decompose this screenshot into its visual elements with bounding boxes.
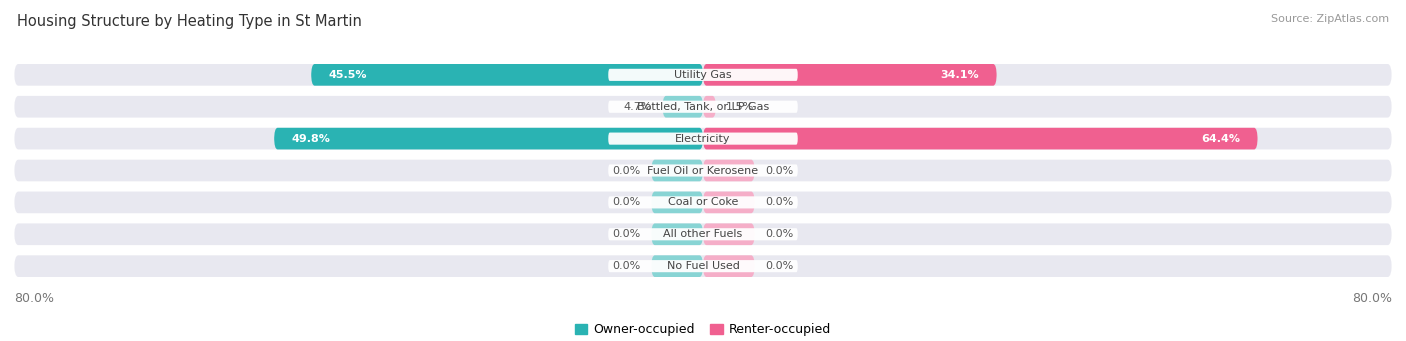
FancyBboxPatch shape [651,223,703,245]
FancyBboxPatch shape [14,64,1392,86]
Text: 0.0%: 0.0% [765,197,793,207]
Text: Coal or Coke: Coal or Coke [668,197,738,207]
FancyBboxPatch shape [609,228,797,240]
Text: 4.7%: 4.7% [624,102,652,112]
FancyBboxPatch shape [14,223,1392,245]
FancyBboxPatch shape [609,69,797,81]
FancyBboxPatch shape [703,192,755,213]
FancyBboxPatch shape [703,128,1257,149]
FancyBboxPatch shape [609,164,797,177]
FancyBboxPatch shape [703,255,755,277]
Text: Utility Gas: Utility Gas [675,70,731,80]
Text: All other Fuels: All other Fuels [664,229,742,239]
Text: 80.0%: 80.0% [1353,292,1392,305]
FancyBboxPatch shape [609,101,797,113]
FancyBboxPatch shape [14,160,1392,181]
FancyBboxPatch shape [703,160,755,181]
Text: Housing Structure by Heating Type in St Martin: Housing Structure by Heating Type in St … [17,14,361,29]
Text: 45.5%: 45.5% [329,70,367,80]
Text: 0.0%: 0.0% [613,261,641,271]
Text: Fuel Oil or Kerosene: Fuel Oil or Kerosene [647,165,759,176]
Legend: Owner-occupied, Renter-occupied: Owner-occupied, Renter-occupied [569,318,837,341]
FancyBboxPatch shape [609,133,797,145]
Text: No Fuel Used: No Fuel Used [666,261,740,271]
FancyBboxPatch shape [311,64,703,86]
FancyBboxPatch shape [274,128,703,149]
FancyBboxPatch shape [14,96,1392,118]
Text: Source: ZipAtlas.com: Source: ZipAtlas.com [1271,14,1389,24]
FancyBboxPatch shape [14,128,1392,149]
Text: 0.0%: 0.0% [765,229,793,239]
Text: 34.1%: 34.1% [941,70,980,80]
Text: 0.0%: 0.0% [765,261,793,271]
Text: Electricity: Electricity [675,134,731,144]
FancyBboxPatch shape [662,96,703,118]
FancyBboxPatch shape [609,196,797,208]
Text: 64.4%: 64.4% [1201,134,1240,144]
Text: 49.8%: 49.8% [291,134,330,144]
Text: 0.0%: 0.0% [613,229,641,239]
FancyBboxPatch shape [703,223,755,245]
FancyBboxPatch shape [703,64,997,86]
FancyBboxPatch shape [14,255,1392,277]
FancyBboxPatch shape [609,260,797,272]
Text: 1.5%: 1.5% [727,102,755,112]
Text: 80.0%: 80.0% [14,292,53,305]
FancyBboxPatch shape [651,160,703,181]
FancyBboxPatch shape [651,255,703,277]
FancyBboxPatch shape [651,192,703,213]
FancyBboxPatch shape [14,192,1392,213]
Text: Bottled, Tank, or LP Gas: Bottled, Tank, or LP Gas [637,102,769,112]
Text: 0.0%: 0.0% [613,165,641,176]
Text: 0.0%: 0.0% [613,197,641,207]
FancyBboxPatch shape [703,96,716,118]
Text: 0.0%: 0.0% [765,165,793,176]
